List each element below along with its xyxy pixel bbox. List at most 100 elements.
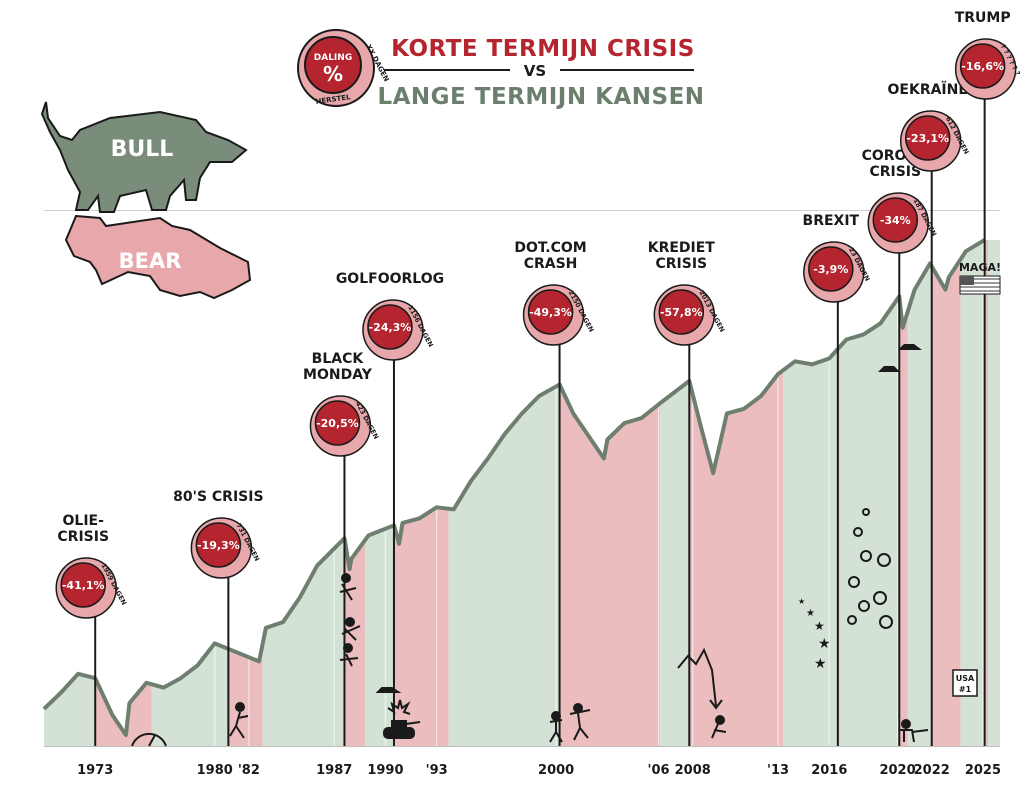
crisis-name: OEKRAÏNE (888, 81, 968, 98)
x-axis-tick-labels: 1973 1980 '82 1987 1990 '93 2000 '06 2008 '13 2016… (77, 763, 1001, 778)
crisis-name-line: OEKRAÏNE (888, 81, 968, 98)
drawdown-badge (872, 197, 919, 243)
bull-bear-illustration: BULL BEAR (40, 101, 252, 300)
crisis-name-line: KREDIET (648, 240, 716, 256)
bear-icon (64, 214, 252, 300)
bear-label: BEAR (119, 249, 182, 273)
doodles: ★ ★ ★ ★ ★ (131, 344, 929, 747)
bear-band (899, 211, 908, 746)
drawdown-badge (367, 304, 413, 350)
svg-text:★: ★ (814, 656, 827, 672)
crisis-name: BREXIT (803, 213, 860, 229)
falling-figures-icon (339, 573, 361, 667)
panicking-figures-icon (549, 703, 591, 743)
svg-text:★: ★ (814, 619, 825, 633)
title-vs: VS (524, 62, 546, 80)
crisis-name-line: CRISIS (869, 164, 921, 180)
crisis-name: BLACK MONDAY (303, 351, 373, 383)
x-tick-label: 2016 (811, 763, 847, 778)
maga-flag: MAGA! (959, 261, 1001, 295)
svg-text:★: ★ (798, 597, 805, 606)
drawdown-value: -34% (880, 214, 911, 227)
crisis-name-line: 80'S CRISIS (173, 489, 263, 505)
drawdown-value: -16,6% (961, 60, 1004, 73)
soldier-icon (900, 719, 929, 743)
running-figure-icon (229, 702, 249, 739)
crisis-name: OLIE-CRISIS (57, 513, 109, 545)
x-tick-label: 1980 (197, 763, 233, 778)
x-tick-label: 2008 (675, 763, 711, 778)
legend-symbol: % (323, 62, 343, 86)
crisis-name-line: MONDAY (303, 367, 373, 383)
title-block: KORTE TERMIJN CRISIS VS LANGE TERMIJN KA… (377, 36, 704, 110)
crisis-name: KREDIET CRISIS (648, 240, 716, 272)
crisis-name-line: CRISIS (655, 256, 707, 272)
crisis-marker: -16,6%? ? ? ? ? ?TRUMP (955, 10, 1022, 746)
drawdown-badge (314, 400, 361, 446)
drawdown-badge (904, 115, 951, 161)
svg-text:★: ★ (818, 636, 831, 652)
drawdown-badge (195, 522, 242, 568)
drawdown-value: -3,9% (813, 263, 848, 276)
tank-icon (383, 720, 421, 739)
legend-top: DALING (314, 53, 352, 63)
bear-band (931, 211, 961, 746)
crisis-name-line: DOT.COM (514, 240, 586, 256)
fighter-jet-icon (375, 687, 402, 693)
stock-crash-arrow-icon (677, 647, 727, 739)
crisis-name: DOT.COM CRASH (514, 240, 586, 272)
crisis-name: 80'S CRISIS (173, 489, 263, 505)
virus-particles-icon (847, 508, 893, 629)
title-line1: KORTE TERMIJN CRISIS (391, 36, 695, 62)
crisis-name-line: BREXIT (803, 213, 860, 229)
bull-icon (40, 101, 248, 213)
x-tick-label: '82 (238, 763, 260, 778)
crisis-name-line: OLIE- (63, 513, 105, 529)
drawdown-value: -19,3% (197, 539, 240, 552)
gauge-icon (131, 732, 167, 747)
x-tick-label: 2000 (538, 763, 574, 778)
drawdown-value: -49,3% (529, 306, 572, 319)
crisis-name-line: TRUMP (955, 10, 1011, 26)
usa-sign: USA #1 (952, 669, 978, 697)
drawdown-badge (527, 289, 574, 335)
bull-label: BULL (111, 137, 174, 162)
maga-label: MAGA! (959, 261, 1001, 274)
svg-text:★: ★ (806, 608, 815, 619)
index-line (42, 238, 986, 737)
crisis-name: TRUMP (955, 10, 1011, 26)
drawdown-badge (60, 562, 106, 608)
x-tick-label: 2025 (965, 763, 1001, 778)
crisis-name-line: GOLFOORLOG (336, 271, 444, 287)
x-tick-label: 2022 (914, 763, 950, 778)
bull-band (988, 211, 1000, 746)
usa-label-1: USA (956, 674, 975, 683)
drawdown-badge (959, 43, 1006, 89)
legend-badge: DALING % XX DAGEN HERSTEL (297, 29, 391, 107)
crisis-name-line: CRASH (524, 256, 578, 272)
area-above-line (44, 211, 1000, 735)
x-tick-label: '13 (767, 763, 789, 778)
drawdown-value: -57,8% (660, 306, 703, 319)
drawdown-value: -24,3% (369, 321, 412, 334)
drawdown-value: -23,1% (906, 132, 949, 145)
x-tick-label: '06 (648, 763, 670, 778)
drawdown-badge (808, 246, 854, 292)
crisis-name: GOLFOORLOG (336, 271, 444, 287)
title-line2: LANGE TERMIJN KANSEN (377, 84, 704, 110)
drawdown-value: -41,1% (62, 579, 105, 592)
jets-icon (878, 344, 922, 372)
x-tick-label: 1990 (367, 763, 403, 778)
drawdown-badge (658, 289, 705, 335)
bull-band (960, 211, 985, 746)
usa-label-2: #1 (959, 685, 972, 694)
drawdown-value: -20,5% (316, 417, 359, 430)
falling-stars-icon: ★ ★ ★ ★ ★ (798, 597, 831, 672)
x-tick-label: '93 (426, 763, 448, 778)
crisis-name-line: BLACK (312, 351, 365, 367)
x-tick-label: 2020 (879, 763, 915, 778)
